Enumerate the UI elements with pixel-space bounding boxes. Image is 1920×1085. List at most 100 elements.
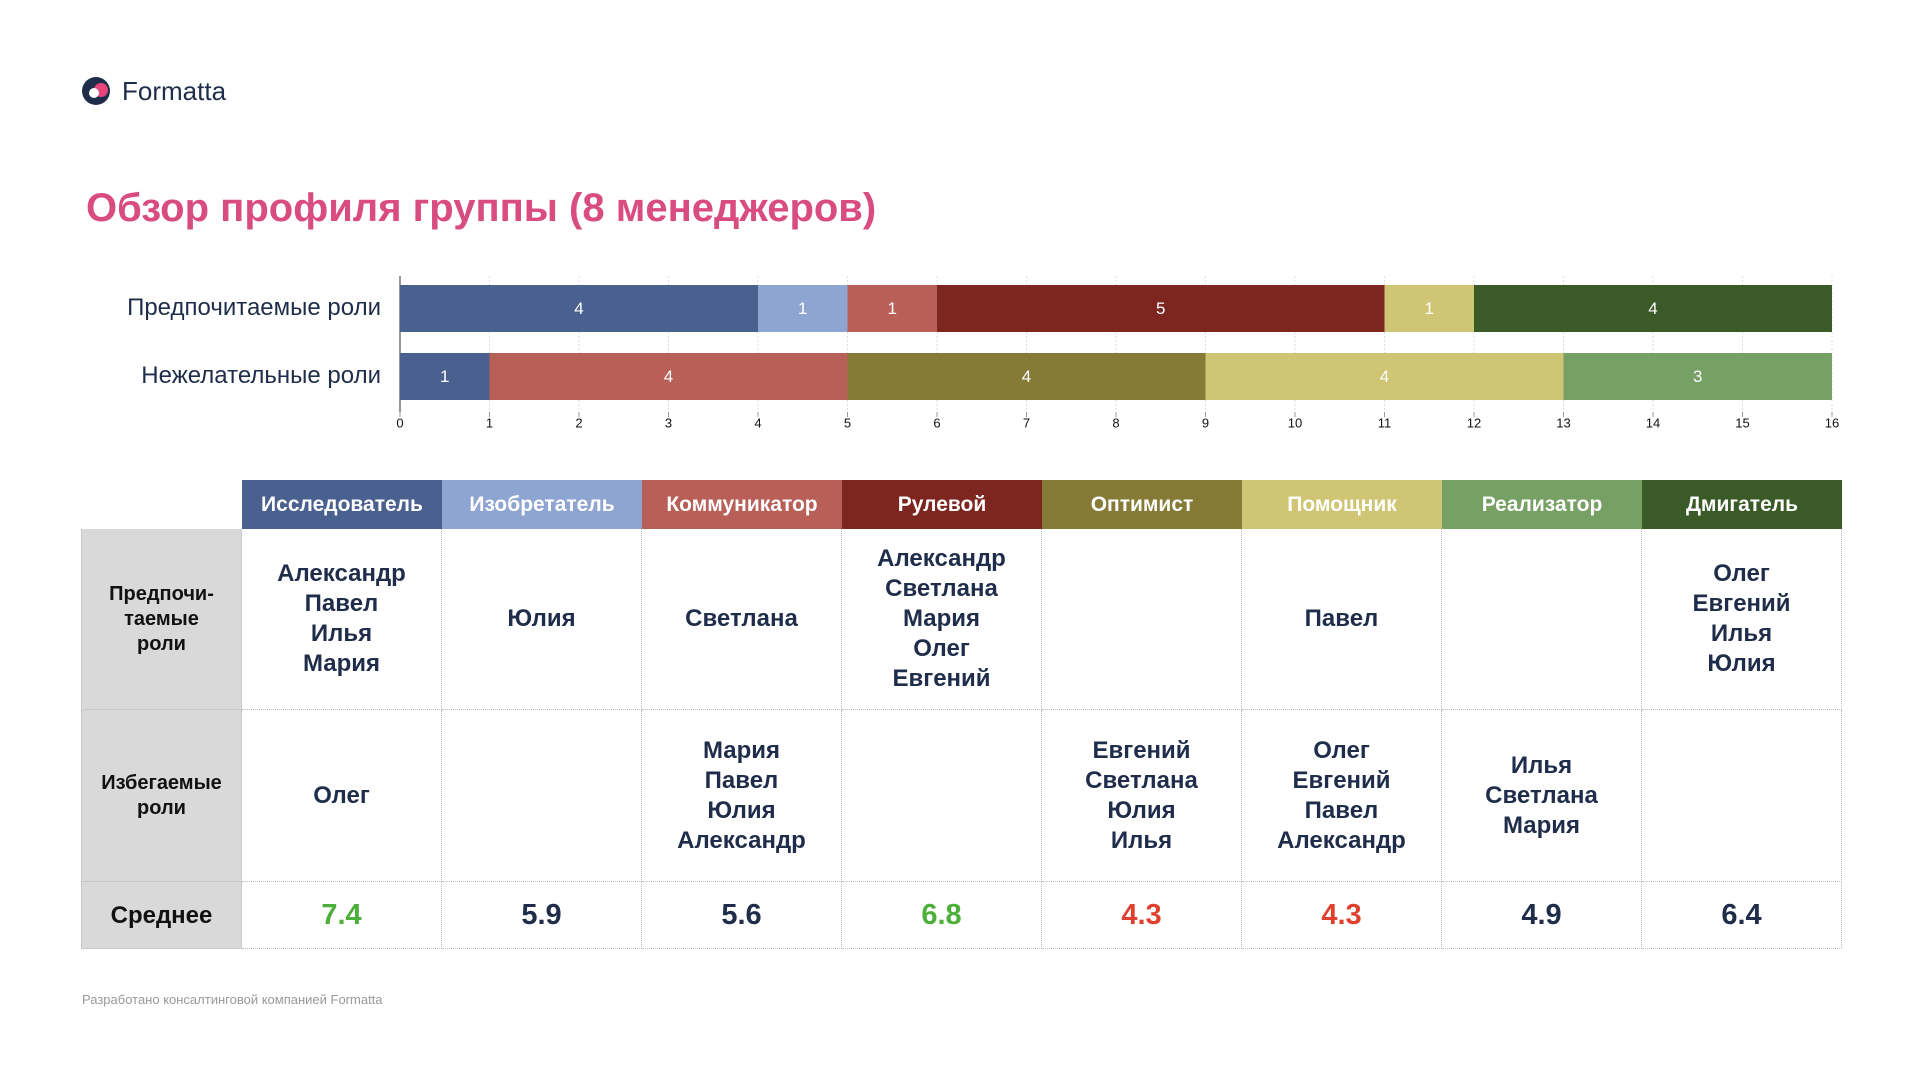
person-name: Мария — [302, 650, 381, 677]
bar-value-label: 4 — [1380, 367, 1389, 386]
bar-value-label: 3 — [1693, 367, 1702, 386]
name-cell: Олег Евгений Павел Александр — [1242, 710, 1442, 882]
row-header: Избегаемые роли — [81, 710, 242, 882]
row-header-line: Среднее — [110, 901, 213, 929]
average-cell: 4.3 — [1242, 882, 1442, 949]
person-name: Олег — [1713, 560, 1770, 587]
average-cell: 5.6 — [642, 882, 842, 949]
average-cell: 6.4 — [1642, 882, 1842, 949]
person-name: Мария — [702, 736, 781, 764]
name-cell — [1042, 529, 1242, 710]
person-name: Александр — [877, 545, 1006, 572]
person-name: Юлия — [707, 796, 776, 824]
column-header: Реализатор — [1442, 480, 1642, 529]
bar-value-label: 5 — [1156, 299, 1165, 318]
average-cell: 7.4 — [242, 882, 442, 949]
column-header: Помощник — [1242, 480, 1442, 529]
bar-segment — [400, 353, 490, 400]
x-tick-label: 2 — [575, 415, 582, 430]
person-name: Александр — [277, 560, 406, 587]
page-title: Обзор профиля группы (8 менеджеров) — [86, 186, 877, 230]
person-name: Юлия — [1707, 650, 1776, 677]
person-name: Олег — [313, 781, 370, 809]
name-cell — [1642, 710, 1842, 882]
x-tick-label: 8 — [1112, 415, 1119, 430]
bar-value-label: 1 — [888, 299, 897, 318]
x-tick-label: 15 — [1735, 415, 1749, 430]
person-name: Мария — [902, 605, 981, 632]
bar-segment — [1384, 285, 1474, 332]
x-tick-label: 10 — [1288, 415, 1302, 430]
person-name: Олег — [913, 635, 970, 662]
x-tick-label: 12 — [1467, 415, 1481, 430]
bar-segment — [1205, 353, 1564, 400]
bar-segment — [400, 285, 758, 332]
person-name: Илья — [1110, 826, 1173, 854]
person-name: Олег — [1313, 736, 1370, 764]
name-cell: Александр Светлана Мария Олег Евгений — [842, 529, 1042, 710]
row-header-line: роли — [137, 632, 186, 655]
person-name: Евгений — [1092, 736, 1191, 764]
name-cell — [442, 710, 642, 882]
bar-value-label: 4 — [1022, 367, 1031, 386]
name-cell: Евгений Светлана Юлия Илья — [1042, 710, 1242, 882]
name-cell: Светлана — [642, 529, 842, 710]
column-header: Оптимист — [1042, 480, 1242, 529]
bar-value-label: 4 — [574, 299, 583, 318]
person-name: Павел — [1304, 605, 1379, 632]
person-name: Светлана — [685, 605, 798, 632]
person-name: Юлия — [507, 605, 576, 632]
person-name: Илья — [1710, 620, 1773, 647]
person-name: Александр — [1277, 826, 1406, 854]
name-cell: Юлия — [442, 529, 642, 710]
x-tick-label: 9 — [1202, 415, 1209, 430]
person-name: Светлана — [1085, 766, 1198, 794]
person-name: Евгений — [1692, 590, 1791, 617]
bar-segment — [489, 353, 848, 400]
x-tick-label: 16 — [1825, 415, 1839, 430]
bar-value-label: 1 — [1425, 299, 1434, 318]
name-cell: Александр Павел Илья Мария — [242, 529, 442, 710]
column-header: Исследователь — [242, 480, 442, 529]
x-tick-label: 5 — [844, 415, 851, 430]
name-cell: Павел — [1242, 529, 1442, 710]
person-name: Александр — [677, 826, 806, 854]
name-cell — [842, 710, 1042, 882]
row-header-line: Избегаемые — [101, 771, 222, 794]
bar-segment — [847, 353, 1206, 400]
x-tick-label: 1 — [486, 415, 493, 430]
name-cell — [1442, 529, 1642, 710]
column-header: Рулевой — [842, 480, 1042, 529]
row-header: Предпочи-таемые роли — [81, 529, 242, 710]
bar-segment — [847, 285, 937, 332]
x-tick-label: 14 — [1646, 415, 1660, 430]
x-tick-label: 4 — [754, 415, 761, 430]
person-name: Мария — [1502, 811, 1581, 839]
person-name: Илья — [310, 620, 373, 647]
bar-value-label: 4 — [664, 367, 673, 386]
person-name: Павел — [304, 590, 379, 617]
bar-value-label: 1 — [798, 299, 807, 318]
x-tick-label: 11 — [1378, 415, 1392, 430]
bar-value-label: 1 — [440, 367, 449, 386]
average-cell: 4.3 — [1042, 882, 1242, 949]
name-cell: Олег — [242, 710, 442, 882]
person-name: Илья — [1510, 751, 1573, 779]
bar-value-label: 4 — [1648, 299, 1657, 318]
person-name: Юлия — [1107, 796, 1176, 824]
x-tick-label: 7 — [1023, 415, 1030, 430]
person-name: Светлана — [1485, 781, 1598, 809]
category-label: Предпочитаемые роли — [127, 294, 381, 321]
footer: Разработано консалтинговой компанией For… — [82, 992, 383, 1007]
column-header: Дмигатель — [1642, 480, 1842, 529]
average-cell: 6.8 — [842, 882, 1042, 949]
person-name: Светлана — [885, 575, 998, 602]
name-cell: Мария Павел Юлия Александр — [642, 710, 842, 882]
average-cell: 4.9 — [1442, 882, 1642, 949]
person-name: Евгений — [1292, 766, 1391, 794]
name-cell: Олег Евгений Илья Юлия — [1642, 529, 1842, 710]
x-tick-label: 13 — [1556, 415, 1570, 430]
